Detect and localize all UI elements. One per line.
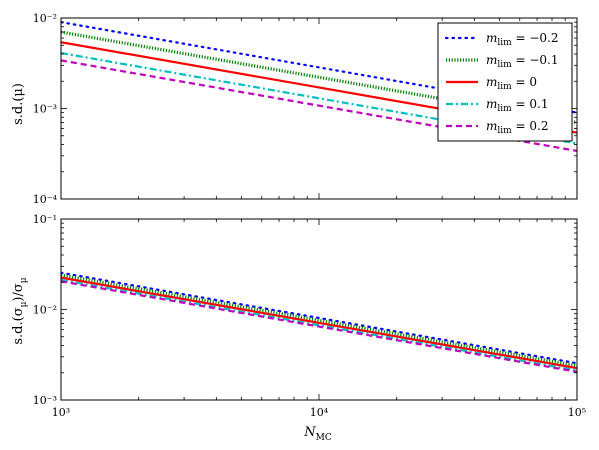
series-line-bottom-0 [61,271,577,365]
y-tick-label: 10⁻¹ [33,213,57,226]
legend-label: mlim = −0.2 [486,31,559,48]
series-group [61,271,577,373]
legend-label: mlim = 0 [486,75,537,92]
ticks [60,17,578,200]
y-tick-label: 10⁻³ [33,394,57,407]
legend-label: mlim = 0.1 [486,97,548,114]
legend-label: mlim = 0.2 [486,119,548,136]
series-line-bottom-3 [61,278,577,372]
bottom-panel: 10³ 10⁴ 10⁵ 10⁻³ 10⁻² 10⁻¹ [33,213,586,419]
series-line-bottom-1 [61,273,577,368]
series-line-top-1 [61,30,577,125]
xlabel: NMC [303,425,332,443]
y-tick-label: 10⁻⁴ [33,193,58,206]
series-line-top-4 [61,59,577,152]
legend: mlim = −0.2 mlim = −0.1 mlim = 0 mlim = 0.1… [437,22,573,142]
x-tick-label: 10⁴ [310,406,329,419]
ticks [60,218,578,401]
x-tick-label: 10³ [52,406,70,419]
y-tick-label: 10⁻³ [33,103,57,116]
series-line-bottom-4 [61,280,577,373]
legend-label: mlim = −0.1 [486,53,559,70]
plot-frame [60,218,578,401]
top-ylabel: s.d.(μ) [11,83,26,125]
x-tick-label: 10⁵ [568,406,586,419]
series-line-bottom-2 [61,276,577,370]
bottom-ylabel: s.d.(σμ)/σμ [11,277,29,344]
y-tick-label: 10⁻² [33,12,57,25]
y-tick-label: 10⁻² [33,304,57,317]
